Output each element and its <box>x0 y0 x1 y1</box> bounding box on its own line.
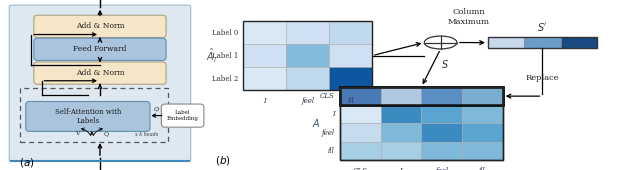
Bar <box>462 105 503 123</box>
Bar <box>524 37 561 48</box>
Bar <box>329 67 372 90</box>
Text: CLS: CLS <box>353 167 367 170</box>
Bar <box>340 87 503 160</box>
Text: Column
Maximum: Column Maximum <box>447 8 490 26</box>
Bar <box>421 123 462 142</box>
Text: $S^{\prime}$: $S^{\prime}$ <box>537 21 548 33</box>
Circle shape <box>424 36 457 49</box>
Text: ill: ill <box>347 97 354 105</box>
Text: V: V <box>76 131 80 136</box>
Bar <box>561 37 597 48</box>
FancyBboxPatch shape <box>34 38 166 61</box>
Text: Add & Norm: Add & Norm <box>76 22 124 30</box>
FancyBboxPatch shape <box>34 15 166 38</box>
Bar <box>243 44 286 67</box>
Bar <box>421 87 462 105</box>
FancyBboxPatch shape <box>26 101 150 131</box>
Bar <box>340 123 381 142</box>
Text: Label 2: Label 2 <box>212 75 238 83</box>
Bar <box>381 142 421 160</box>
Bar <box>340 87 503 105</box>
Bar <box>329 21 372 44</box>
Bar <box>286 67 329 90</box>
Text: I: I <box>332 110 335 118</box>
FancyBboxPatch shape <box>161 104 204 127</box>
Bar <box>340 87 503 105</box>
Bar <box>243 67 286 90</box>
Bar <box>340 87 381 105</box>
Bar <box>286 21 329 44</box>
Bar <box>329 44 372 67</box>
Bar <box>381 87 421 105</box>
Text: K: K <box>90 131 94 136</box>
Text: Replace: Replace <box>525 74 559 82</box>
Bar <box>462 87 503 105</box>
Bar <box>421 142 462 160</box>
Bar <box>462 142 503 160</box>
Bar <box>243 21 286 44</box>
Bar <box>340 87 503 160</box>
Bar <box>286 44 329 67</box>
Text: ill: ill <box>328 147 335 155</box>
Text: feel: feel <box>435 167 448 170</box>
Text: Add & Norm: Add & Norm <box>76 69 124 77</box>
Text: Label 1: Label 1 <box>212 52 238 60</box>
Text: $(b)$: $(b)$ <box>216 154 231 167</box>
Bar <box>381 87 421 105</box>
Bar <box>421 87 462 105</box>
Bar <box>462 87 503 105</box>
FancyBboxPatch shape <box>9 5 191 161</box>
Bar <box>421 105 462 123</box>
Bar <box>462 123 503 142</box>
Bar <box>381 123 421 142</box>
Bar <box>340 87 381 105</box>
FancyBboxPatch shape <box>34 62 166 84</box>
Text: Label
Embedding: Label Embedding <box>166 110 198 121</box>
Text: $A$: $A$ <box>312 117 321 129</box>
Bar <box>488 37 524 48</box>
Bar <box>340 142 381 160</box>
Text: ill: ill <box>479 167 486 170</box>
Text: Feed Forward: Feed Forward <box>74 45 127 53</box>
Text: feel: feel <box>301 97 314 105</box>
Bar <box>488 37 597 48</box>
Text: $S$: $S$ <box>441 58 449 70</box>
Text: I: I <box>399 167 403 170</box>
Text: I: I <box>264 97 266 105</box>
Text: Q: Q <box>104 131 109 136</box>
Text: $\hat{A}_l$: $\hat{A}_l$ <box>205 47 217 65</box>
Text: $(a)$: $(a)$ <box>19 156 35 169</box>
Text: CLS: CLS <box>320 92 335 100</box>
Text: Label 0: Label 0 <box>212 29 238 37</box>
Text: x k heads: x k heads <box>134 132 158 137</box>
Text: Self-Attention with
Labels: Self-Attention with Labels <box>54 108 121 125</box>
Text: $Q_l$: $Q_l$ <box>154 105 161 114</box>
Bar <box>243 21 372 90</box>
Text: feel: feel <box>321 129 335 137</box>
Bar <box>381 105 421 123</box>
Bar <box>340 105 381 123</box>
